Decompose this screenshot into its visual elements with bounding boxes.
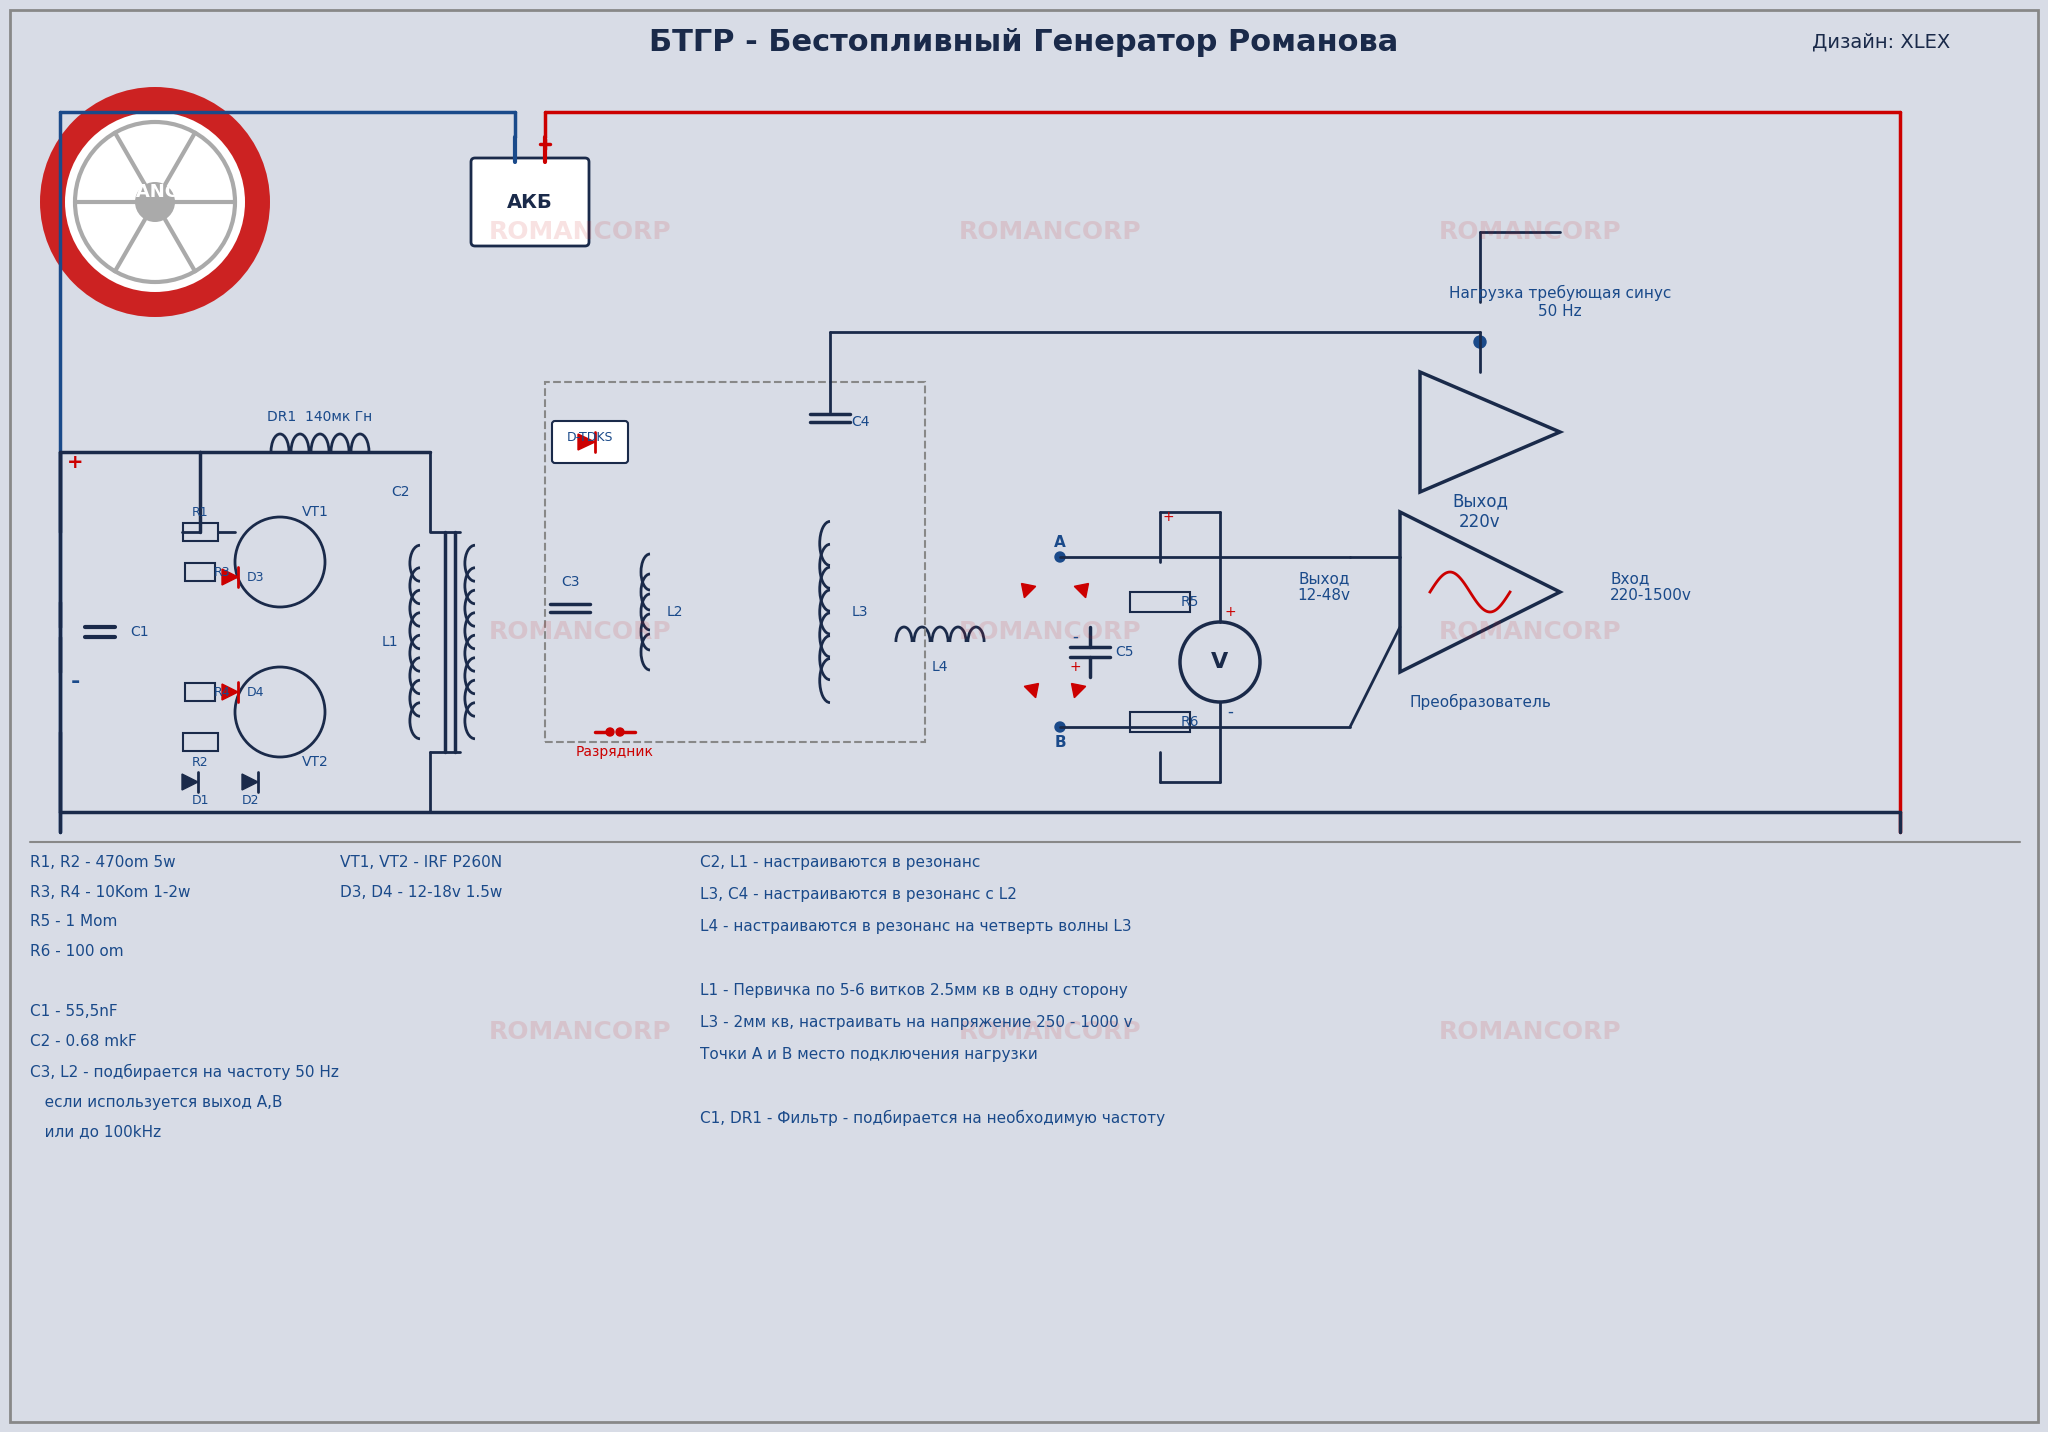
Text: Выход
12-48v: Выход 12-48v [1296, 571, 1350, 603]
Text: L1: L1 [381, 634, 397, 649]
Text: B: B [1055, 735, 1065, 749]
Text: Вход
220-1500v: Вход 220-1500v [1610, 571, 1692, 603]
Text: Дизайн: XLEX: Дизайн: XLEX [1812, 33, 1950, 52]
Polygon shape [242, 775, 258, 790]
Polygon shape [221, 569, 238, 586]
Text: ROMANCORP: ROMANCORP [1438, 620, 1622, 644]
Text: L4: L4 [932, 660, 948, 674]
Polygon shape [221, 684, 238, 700]
Text: ROMANCORP: ROMANCORP [489, 221, 672, 243]
Text: VT1, VT2 - IRF P260N: VT1, VT2 - IRF P260N [340, 855, 502, 869]
Text: L1 - Первичка по 5-6 витков 2.5мм кв в одну сторону: L1 - Первичка по 5-6 витков 2.5мм кв в о… [700, 982, 1128, 998]
Text: L3, С4 - настраиваются в резонанс с L2: L3, С4 - настраиваются в резонанс с L2 [700, 886, 1018, 902]
FancyBboxPatch shape [47, 175, 262, 225]
Text: D1: D1 [190, 793, 209, 806]
Text: L2: L2 [668, 604, 684, 619]
Text: Преобразователь: Преобразователь [1409, 695, 1550, 710]
Text: -: - [70, 672, 80, 692]
Polygon shape [1075, 583, 1087, 597]
Text: C2: C2 [391, 485, 410, 498]
Text: R3, R4 - 10Kom 1-2w: R3, R4 - 10Kom 1-2w [31, 885, 190, 899]
Text: C2, L1 - настраиваются в резонанс: C2, L1 - настраиваются в резонанс [700, 855, 981, 869]
Text: L3: L3 [852, 604, 868, 619]
Text: C1 - 55,5nF: C1 - 55,5nF [31, 1004, 117, 1020]
Bar [182, 523, 217, 541]
Text: БТГР - Бестопливный Генератор Романова: БТГР - Бестопливный Генератор Романова [649, 27, 1399, 56]
Polygon shape [1022, 583, 1036, 597]
Text: R5 - 1 Mom: R5 - 1 Mom [31, 915, 117, 929]
Bar [182, 733, 217, 750]
Text: +: + [68, 453, 84, 471]
Text: D3: D3 [246, 570, 264, 583]
Bar [1130, 591, 1190, 611]
Text: ROMANCORP: ROMANCORP [958, 1020, 1141, 1044]
FancyBboxPatch shape [553, 421, 629, 463]
Text: C2 - 0.68 mkF: C2 - 0.68 mkF [31, 1034, 137, 1050]
Polygon shape [1071, 683, 1085, 697]
Text: R4: R4 [213, 686, 229, 699]
Bar [184, 563, 215, 581]
Text: C1: C1 [129, 624, 150, 639]
Polygon shape [182, 775, 199, 790]
Text: ROMANCORP: ROMANCORP [958, 620, 1141, 644]
Text: R1: R1 [193, 505, 209, 518]
Text: C3, L2 - подбирается на частоту 50 Hz: C3, L2 - подбирается на частоту 50 Hz [31, 1064, 338, 1080]
Text: +: + [1161, 510, 1174, 524]
Polygon shape [578, 434, 596, 450]
Text: R6 - 100 om: R6 - 100 om [31, 945, 123, 959]
Text: или до 100kHz: или до 100kHz [31, 1124, 162, 1140]
Text: +: + [1069, 660, 1081, 674]
Text: Нагрузка требующая синус
50 Hz: Нагрузка требующая синус 50 Hz [1448, 285, 1671, 319]
Text: R1, R2 - 470om 5w: R1, R2 - 470om 5w [31, 855, 176, 869]
Circle shape [66, 112, 246, 292]
Polygon shape [1024, 683, 1038, 697]
Text: L3 - 2мм кв, настраивать на напряжение 250 - 1000 v: L3 - 2мм кв, настраивать на напряжение 2… [700, 1014, 1133, 1030]
Text: A: A [1055, 534, 1065, 550]
Text: -: - [1071, 629, 1077, 646]
FancyBboxPatch shape [471, 158, 590, 246]
Text: C5: C5 [1116, 644, 1135, 659]
Text: Точки А и В место подключения нагрузки: Точки А и В место подключения нагрузки [700, 1047, 1038, 1061]
Circle shape [41, 87, 270, 316]
Bar [1130, 712, 1190, 732]
Text: ROMANCORP: ROMANCORP [489, 620, 672, 644]
Circle shape [616, 727, 625, 736]
Text: ROMANCORP: ROMANCORP [90, 183, 221, 200]
Text: R5: R5 [1182, 596, 1200, 609]
Bar [184, 683, 215, 702]
Text: C4: C4 [850, 415, 868, 430]
Text: ROMANCORP: ROMANCORP [489, 1020, 672, 1044]
Circle shape [1055, 551, 1065, 561]
Text: R2: R2 [193, 756, 209, 769]
Bar [545, 382, 926, 742]
Text: VT2: VT2 [301, 755, 328, 769]
Text: R3: R3 [213, 566, 229, 579]
Circle shape [1055, 722, 1065, 732]
Text: Разрядник: Разрядник [575, 745, 653, 759]
Text: ROMANCORP: ROMANCORP [958, 221, 1141, 243]
Text: VT1: VT1 [301, 505, 328, 518]
Text: C1, DR1 - Фильтр - подбирается на необходимую частоту: C1, DR1 - Фильтр - подбирается на необхо… [700, 1110, 1165, 1126]
Text: если используется выход А,В: если используется выход А,В [31, 1094, 283, 1110]
Text: L4 - настраиваются в резонанс на четверть волны L3: L4 - настраиваются в резонанс на четверт… [700, 918, 1133, 934]
Text: ROMANCORP: ROMANCORP [1438, 221, 1622, 243]
Text: C3: C3 [561, 576, 580, 589]
Text: D2: D2 [242, 793, 258, 806]
Text: АКБ: АКБ [508, 192, 553, 212]
Text: Выход
220v: Выход 220v [1452, 493, 1507, 531]
Text: D3, D4 - 12-18v 1.5w: D3, D4 - 12-18v 1.5w [340, 885, 502, 899]
Text: -: - [1227, 703, 1233, 720]
Text: D-TDKS: D-TDKS [567, 431, 612, 444]
Circle shape [1475, 337, 1487, 348]
Text: D4: D4 [246, 686, 264, 699]
Circle shape [606, 727, 614, 736]
Circle shape [135, 182, 174, 222]
Text: V: V [1210, 652, 1229, 672]
Text: DR1  140мк Гн: DR1 140мк Гн [268, 410, 373, 424]
Text: ROMANCORP: ROMANCORP [1438, 1020, 1622, 1044]
Text: +: + [1225, 604, 1235, 619]
Text: R6: R6 [1182, 715, 1200, 729]
